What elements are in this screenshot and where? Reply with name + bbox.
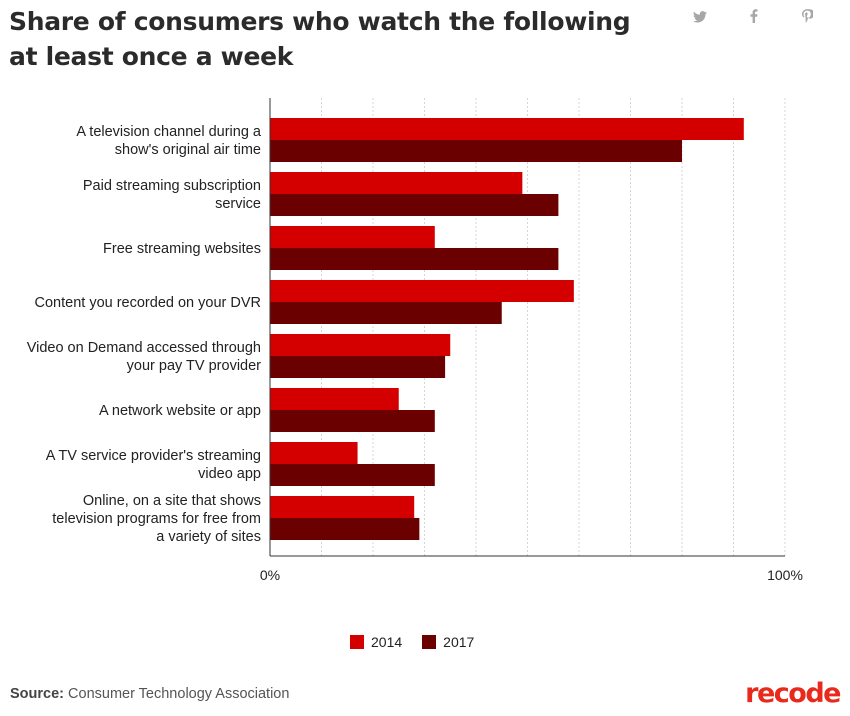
bar-2017-4 <box>270 356 446 378</box>
bar-2017-5 <box>270 410 435 432</box>
bar-2017-1 <box>270 194 559 216</box>
x-tick-label-0: 0% <box>260 567 280 583</box>
bar-2014-3 <box>270 280 574 302</box>
bar-2017-0 <box>270 140 682 162</box>
x-tick-label-100: 100% <box>767 567 803 583</box>
legend: 2014 2017 <box>350 634 494 650</box>
category-label-6-line-1: video app <box>198 466 261 482</box>
legend-item-2014[interactable]: 2014 <box>350 634 402 650</box>
source-label: Source: <box>10 686 64 702</box>
bar-2014-1 <box>270 172 523 194</box>
category-label-7-line-0: Online, on a site that shows <box>83 493 261 509</box>
chart-title: Share of consumers who watch the followi… <box>9 7 631 71</box>
category-label-0-line-0: A television channel during a <box>76 124 262 140</box>
category-label-6-line-0: A TV service provider's streaming <box>46 448 261 464</box>
category-label-7-line-2: a variety of sites <box>156 529 261 545</box>
bar-2014-0 <box>270 118 744 140</box>
category-label-1-line-0: Paid streaming subscription <box>83 178 261 194</box>
category-label-5-line-0: A network website or app <box>99 403 261 419</box>
source-line: Source: Consumer Technology Association <box>10 686 289 702</box>
legend-item-2017[interactable]: 2017 <box>422 634 474 650</box>
bar-2014-2 <box>270 226 435 248</box>
source-text: Consumer Technology Association <box>68 686 290 702</box>
recode-logo[interactable]: recode <box>745 678 841 709</box>
bar-chart: A television channel during a show's orig… <box>27 98 803 583</box>
category-label-4-line-1: your pay TV provider <box>127 358 261 374</box>
twitter-icon[interactable] <box>689 8 711 30</box>
bar-2017-2 <box>270 248 559 270</box>
category-label-1-line-1: service <box>215 196 261 212</box>
legend-label-2014: 2014 <box>371 634 403 650</box>
legend-label-2017: 2017 <box>443 634 475 650</box>
bar-2014-7 <box>270 496 415 518</box>
pinterest-icon[interactable] <box>796 8 818 30</box>
legend-swatch-2017 <box>422 635 437 649</box>
category-label-3-line-0: Content you recorded on your DVR <box>35 295 262 311</box>
bar-2017-7 <box>270 518 420 540</box>
bar-2014-4 <box>270 334 451 356</box>
bar-2014-5 <box>270 388 399 410</box>
category-label-7-line-1: television programs for free from <box>52 511 261 527</box>
facebook-icon[interactable] <box>743 8 765 30</box>
bar-2017-3 <box>270 302 502 324</box>
bar-2014-6 <box>270 442 358 464</box>
legend-swatch-2014 <box>350 635 364 649</box>
category-label-2-line-0: Free streaming websites <box>103 241 261 257</box>
bar-2017-6 <box>270 464 435 486</box>
category-label-0-line-1: show's original air time <box>115 142 261 158</box>
category-label-4-line-0: Video on Demand accessed through <box>27 340 261 356</box>
